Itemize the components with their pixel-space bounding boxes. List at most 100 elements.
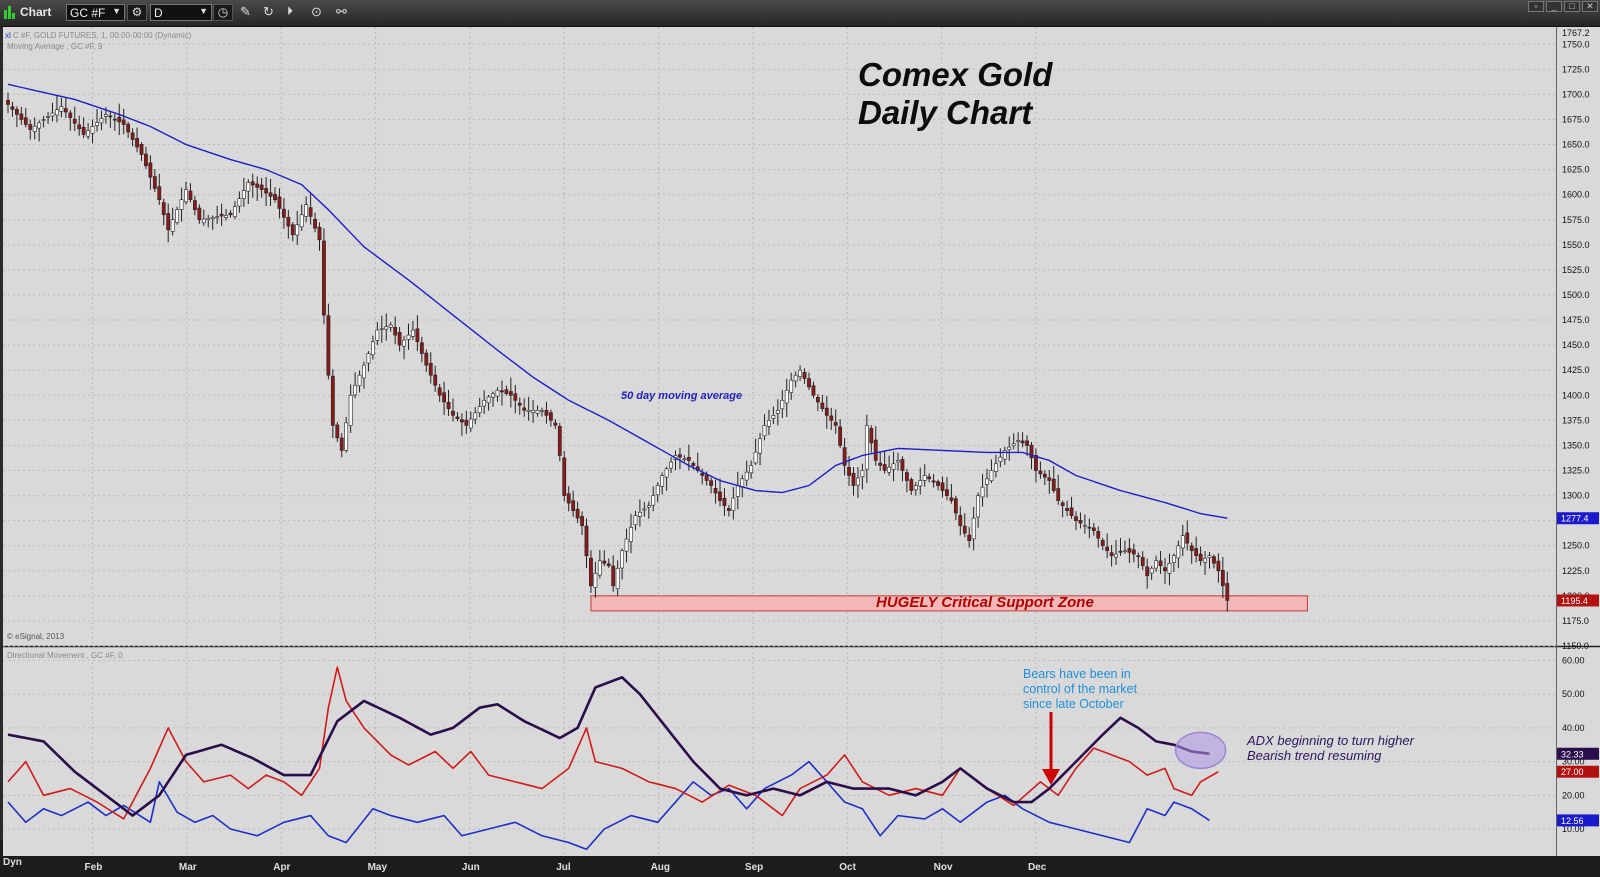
price-tick-label: 1725.0 <box>1562 64 1590 74</box>
candle-body <box>584 525 589 557</box>
candle-body <box>642 508 647 511</box>
candle-body <box>744 471 749 481</box>
candle-body <box>206 217 211 220</box>
candle-body <box>949 497 954 501</box>
annotation-shapes <box>1042 712 1227 785</box>
dynamic-mode-button[interactable]: Dyn <box>3 857 22 868</box>
candle-body <box>918 480 923 487</box>
legend-marker: xl <box>5 31 13 40</box>
series-adx-value-tag <box>1557 747 1599 760</box>
candle-body <box>330 375 335 426</box>
candle-body <box>646 505 651 508</box>
price-tick-label: 1700.0 <box>1562 89 1590 99</box>
candle-body <box>495 389 500 397</box>
candle-body <box>1078 520 1083 524</box>
candle-body <box>161 202 166 216</box>
symbol-settings-icon[interactable]: ⚙ <box>127 4 147 21</box>
candle-body <box>548 412 553 421</box>
candle-body <box>1011 443 1016 446</box>
price-tick-label: 1375.0 <box>1562 415 1590 425</box>
price-tick-label: 1600.0 <box>1562 190 1590 200</box>
candle-body <box>593 572 598 588</box>
candle-body <box>940 482 945 491</box>
candle-body <box>1198 553 1203 562</box>
candle-body <box>193 200 197 211</box>
chart-title-line-1: Comex Gold <box>858 56 1053 93</box>
interval-selector[interactable]: D ▼ <box>150 4 212 21</box>
candle-body <box>922 475 927 481</box>
last-price-tag <box>1557 594 1599 607</box>
candle-body <box>1225 583 1230 601</box>
adx-note-line-1: ADX beginning to turn higher <box>1247 733 1414 748</box>
candle-body <box>442 392 447 403</box>
candle-body <box>815 397 820 403</box>
month-label: Mar <box>179 862 197 873</box>
candle-body <box>1194 548 1199 557</box>
candle-body <box>482 399 487 407</box>
candle-body <box>1185 532 1190 544</box>
candle-body <box>633 515 638 526</box>
maximize-window-icon[interactable]: □ <box>1564 1 1580 12</box>
candle-body <box>148 162 153 178</box>
candle-body <box>32 125 37 132</box>
candle-body <box>660 475 665 487</box>
clock-icon[interactable]: ◷ <box>213 4 233 21</box>
candle-body <box>682 458 687 461</box>
minimize-window-icon[interactable]: _ <box>1546 1 1562 12</box>
candle-body <box>597 560 602 576</box>
candle-body <box>384 326 389 330</box>
candle-body <box>63 108 68 113</box>
last-price-tag-label: 1195.4 <box>1561 596 1588 606</box>
candle-body <box>1083 525 1087 527</box>
price-tick-label: 1575.0 <box>1562 215 1590 225</box>
candle-body <box>246 182 251 192</box>
candle-body <box>353 384 358 396</box>
candle-body <box>713 488 718 494</box>
indicator-tick-label: 50.00 <box>1562 689 1585 699</box>
candle-body <box>891 463 896 470</box>
price-axis <box>1556 27 1600 856</box>
candle-body <box>793 374 798 382</box>
pencil-icon[interactable]: ✎ <box>240 4 251 19</box>
candle-body <box>526 410 531 412</box>
candle-body <box>909 479 914 491</box>
restore-window-icon[interactable]: ▫ <box>1528 1 1544 12</box>
candle-body <box>1091 527 1096 531</box>
candle-body <box>637 511 642 517</box>
candle-body <box>477 406 482 413</box>
candle-body <box>264 188 269 194</box>
candle-body <box>455 416 460 419</box>
close-window-icon[interactable]: ✕ <box>1582 1 1598 12</box>
chevron-down-icon: ▼ <box>112 6 121 16</box>
zoom-icon[interactable]: ⊙ <box>311 4 322 19</box>
chart-title-line-2: Daily Chart <box>858 94 1033 131</box>
bears-note-line-1: Bears have been in <box>1023 667 1131 681</box>
candle-body <box>606 563 611 567</box>
refresh-icon[interactable]: ↻ <box>263 4 274 19</box>
candle-body <box>749 465 754 474</box>
candle-body <box>1056 488 1061 501</box>
candle-body <box>6 100 10 105</box>
play-icon[interactable]: ⏵ <box>287 4 294 18</box>
candle-body <box>77 124 82 130</box>
candle-body <box>317 226 322 241</box>
candle-body <box>1060 502 1065 506</box>
candle-body <box>1038 470 1043 475</box>
candle-body <box>993 463 998 472</box>
candle-body <box>491 393 495 398</box>
series-adx-value-tag-label: 32.33 <box>1561 749 1584 759</box>
candle-body <box>277 196 282 209</box>
candle-body <box>971 517 976 540</box>
candle-body <box>1127 548 1132 553</box>
candle-body <box>864 425 869 470</box>
candle-body <box>980 486 985 498</box>
month-label: Jul <box>556 862 571 873</box>
link-icon[interactable]: ⚯ <box>336 4 347 19</box>
candle-body <box>878 462 883 466</box>
indicator-legend: Directional Movement , GC #F, 0 <box>7 651 123 660</box>
candle-body <box>580 516 584 526</box>
candle-body <box>500 390 504 393</box>
candle-body <box>406 334 411 340</box>
symbol-selector[interactable]: GC #F ▼ <box>66 4 125 21</box>
